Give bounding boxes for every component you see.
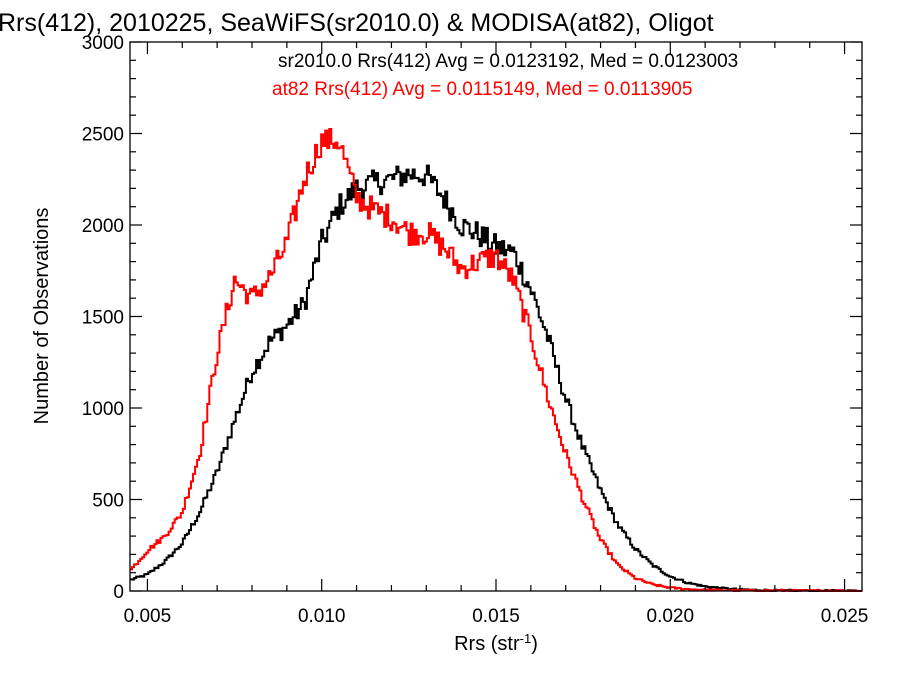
y-tick-label: 1500 bbox=[82, 308, 124, 329]
x-tick-label: 0.010 bbox=[298, 606, 346, 627]
y-tick-label: 1000 bbox=[82, 399, 124, 420]
x-tick-label: 0.025 bbox=[821, 606, 869, 627]
y-tick-label: 2000 bbox=[82, 216, 124, 237]
y-tick-label: 500 bbox=[92, 491, 124, 512]
y-tick-label: 2500 bbox=[82, 125, 124, 146]
y-axis-label: Number of Observations bbox=[31, 208, 53, 425]
stat-line-black: sr2010.0 Rrs(412) Avg = 0.0123192, Med =… bbox=[278, 51, 738, 72]
x-axis-label-close: ) bbox=[531, 633, 538, 655]
stat-line-red: at82 Rrs(412) Avg = 0.0115149, Med = 0.0… bbox=[272, 79, 692, 100]
y-tick-label: 0 bbox=[113, 582, 124, 603]
chart-title: Rrs(412), 2010225, SeaWiFS(sr2010.0) & M… bbox=[0, 9, 714, 37]
y-tick-label: 3000 bbox=[82, 33, 124, 54]
x-tick-label: 0.020 bbox=[647, 606, 695, 627]
x-axis-label-main: Rrs (str bbox=[454, 633, 520, 655]
x-axis-label-sup: -1 bbox=[520, 631, 532, 646]
series-line-0 bbox=[130, 164, 862, 592]
x-tick-label: 0.015 bbox=[472, 606, 520, 627]
axis-ticks: 0.005 0.010 0.015 0.020 0.025 0 500 1000 1500 200… bbox=[82, 33, 869, 627]
x-tick-label: 0.005 bbox=[124, 606, 172, 627]
x-axis-label: Rrs (str-1) bbox=[454, 631, 538, 656]
